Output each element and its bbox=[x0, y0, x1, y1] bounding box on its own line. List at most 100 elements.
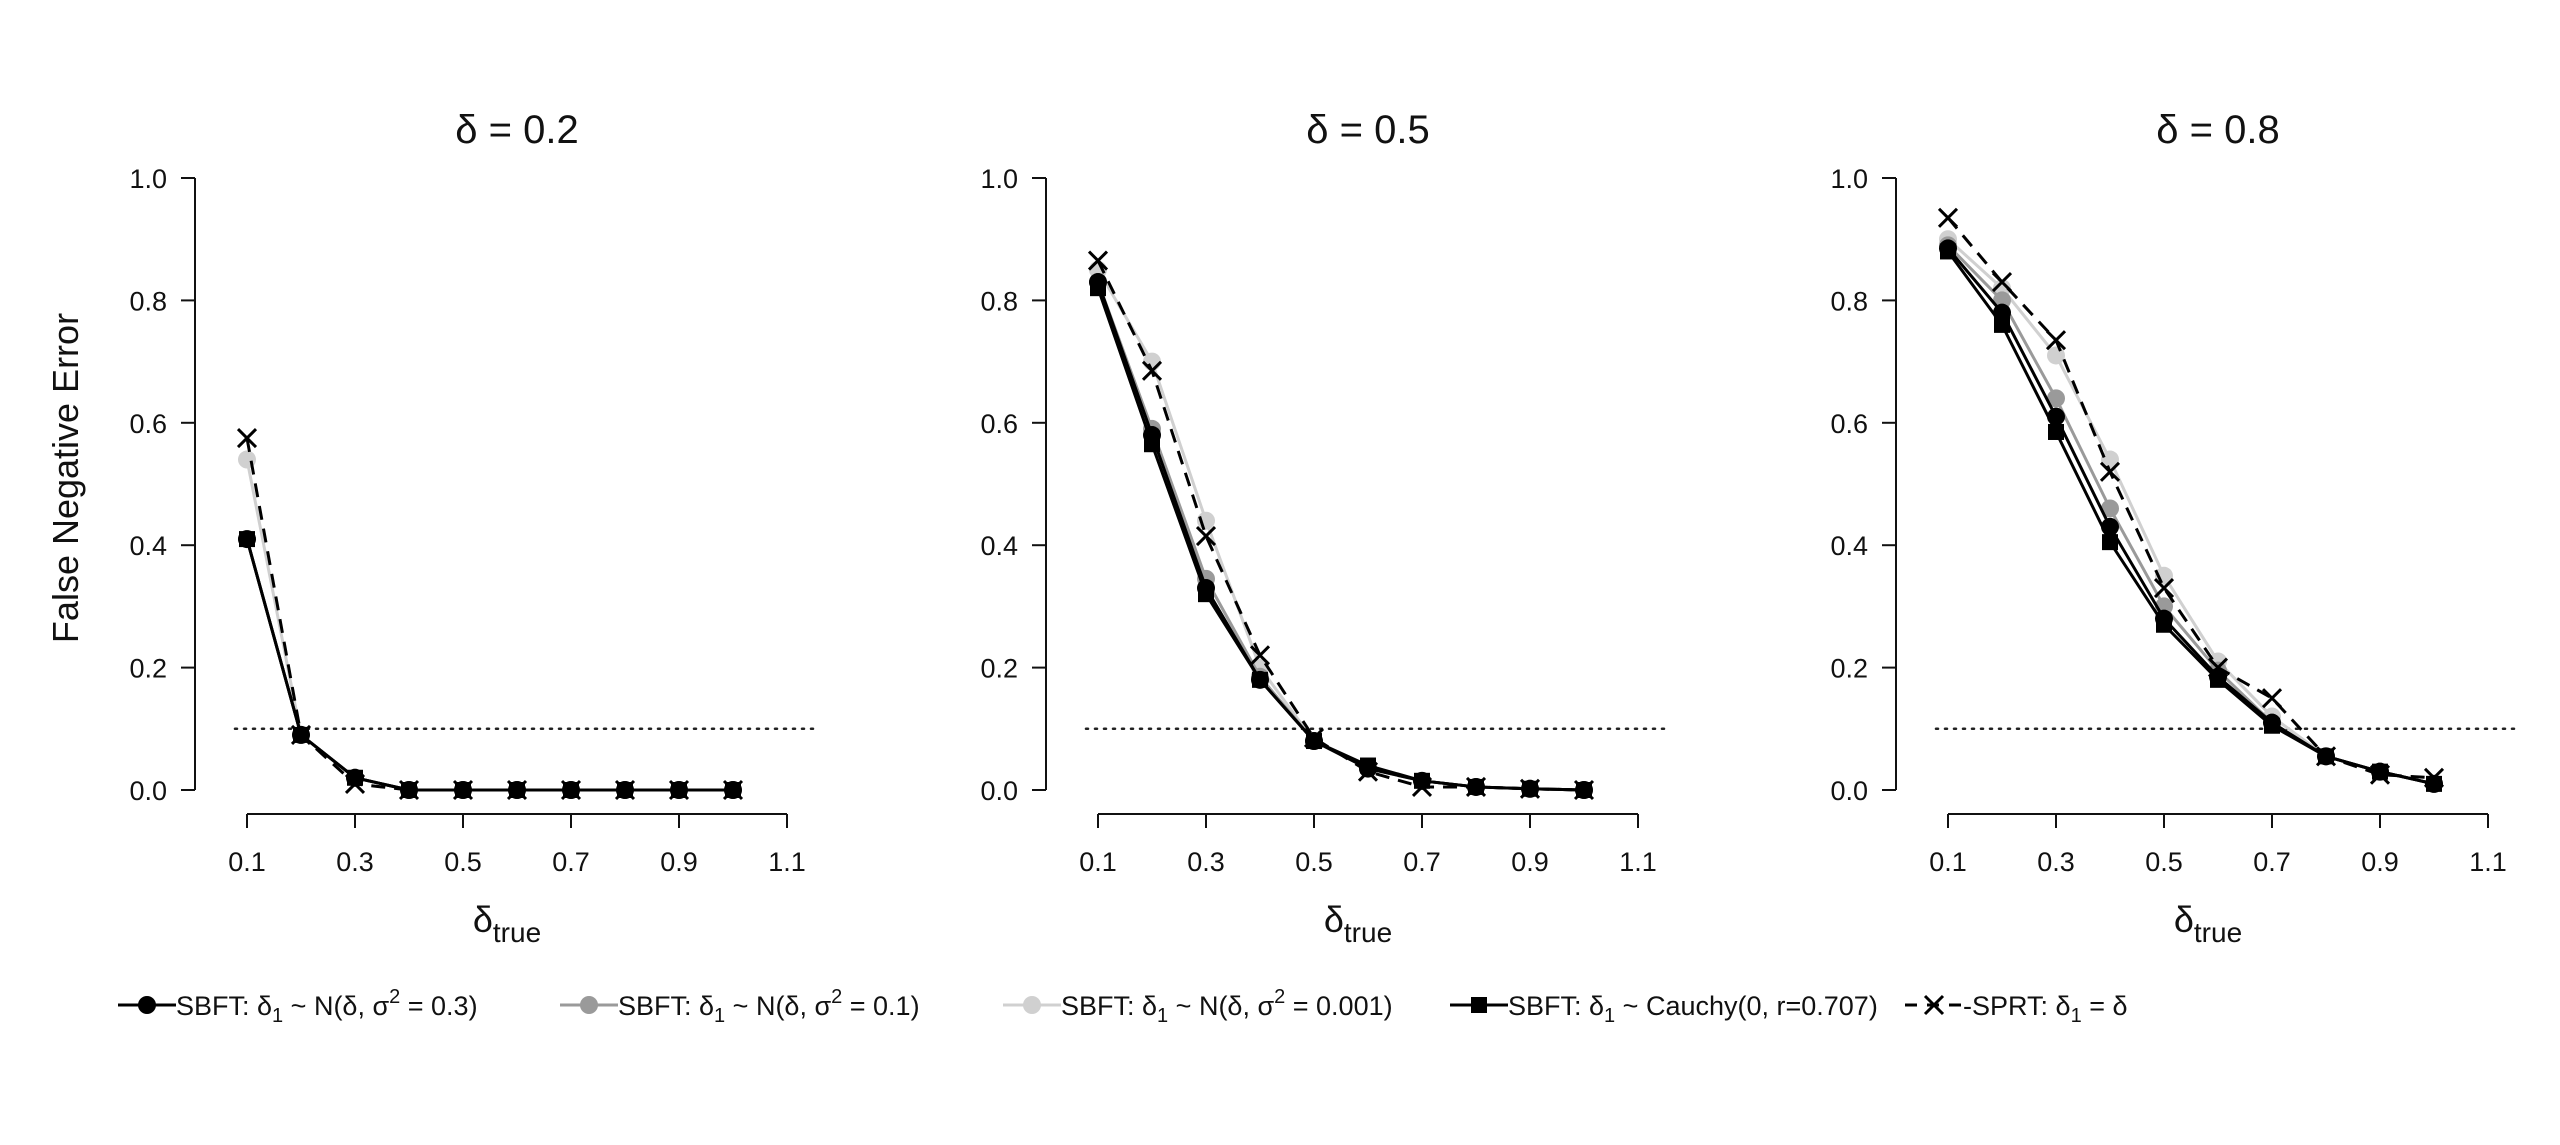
chart-panel-2: δ = 0.5 0.0 0.2 0.4 0.6 0.8 1.0 0.1 0.3 0.5 0.7 0.9… bbox=[980, 108, 1670, 948]
series-cauchy bbox=[239, 531, 741, 798]
data-point bbox=[506, 779, 528, 801]
x-tick-label: 0.1 bbox=[1079, 847, 1117, 877]
panel-title: δ = 0.2 bbox=[455, 108, 578, 152]
x-tick-label: 0.9 bbox=[1511, 847, 1549, 877]
y-tick-label: 0.6 bbox=[129, 409, 167, 439]
x-tick-label: 0.7 bbox=[552, 847, 590, 877]
chart-panel-3: δ = 0.8 0.0 0.2 0.4 0.6 0.8 1.0 0.1 0.3 0.5 0.7 0.9… bbox=[1830, 108, 2520, 948]
legend-marker bbox=[138, 996, 156, 1014]
series-normal_0.3 bbox=[1089, 273, 1593, 799]
panel-title: δ = 0.8 bbox=[2156, 108, 2279, 152]
data-point bbox=[2264, 717, 2280, 734]
data-point bbox=[2153, 577, 2175, 599]
chart-panels: δ = 0.2 0.0 0.2 0.4 0.6 0.8 1.0 0.1 0.3 0.5 0.7 0.9… bbox=[129, 108, 2520, 948]
x-tick-label: 1.1 bbox=[768, 847, 806, 877]
series-line bbox=[1946, 250, 2435, 786]
series-line bbox=[1096, 287, 1585, 792]
data-point bbox=[1141, 360, 1163, 381]
y-tick-label: 0.2 bbox=[129, 654, 167, 684]
series-sprt bbox=[1087, 250, 1595, 801]
legend-marker bbox=[1471, 997, 1487, 1013]
series-cauchy bbox=[1090, 280, 1592, 798]
data-point bbox=[1252, 671, 1268, 688]
data-point bbox=[2101, 499, 2119, 518]
series-line bbox=[245, 437, 733, 792]
legend-item-normal_0.001: SBFT: δ1 ~ N(δ, σ2 = 0.001) bbox=[1003, 986, 1393, 1027]
series-normal_0.3 bbox=[238, 530, 742, 799]
y-tick-label: 0.4 bbox=[129, 531, 167, 561]
x-tick-label: 0.7 bbox=[1403, 847, 1441, 877]
y-tick-label: 0.6 bbox=[1830, 409, 1868, 439]
y-tick-label: 0.4 bbox=[980, 531, 1018, 561]
data-point bbox=[398, 779, 420, 801]
data-point bbox=[1087, 250, 1109, 271]
x-tick-label: 0.1 bbox=[228, 847, 266, 877]
x-axis-label: δtrue bbox=[473, 899, 541, 948]
data-point bbox=[2261, 688, 2283, 709]
legend-label: SBFT: δ1 ~ N(δ, σ2 = 0.3) bbox=[176, 986, 478, 1027]
legend-item-sprt: -SPRT: δ1 = δ bbox=[1905, 991, 2128, 1027]
x-tick-label: 1.1 bbox=[2469, 847, 2507, 877]
series-normal_0.1 bbox=[1089, 273, 1593, 799]
x-tick-label: 0.3 bbox=[336, 847, 374, 877]
data-point bbox=[2369, 764, 2391, 785]
legend-item-normal_0.3: SBFT: δ1 ~ N(δ, σ2 = 0.3) bbox=[118, 986, 478, 1027]
data-point bbox=[236, 428, 258, 449]
series-line bbox=[1946, 216, 2435, 780]
series-line bbox=[1096, 269, 1585, 792]
y-tick-label: 0.0 bbox=[1830, 776, 1868, 806]
data-point bbox=[239, 531, 255, 548]
data-point bbox=[290, 724, 312, 745]
data-point bbox=[1573, 779, 1595, 801]
legend: SBFT: δ1 ~ N(δ, σ2 = 0.3) SBFT: δ1 ~ N(δ,… bbox=[118, 986, 2128, 1027]
x-axis-label: δtrue bbox=[2174, 899, 2242, 948]
data-point bbox=[2047, 346, 2065, 365]
y-axis-label: False Negative Error bbox=[45, 313, 86, 643]
data-point bbox=[2207, 657, 2229, 678]
data-point bbox=[1090, 280, 1106, 297]
data-point bbox=[668, 779, 690, 801]
y-tick-label: 0.2 bbox=[980, 654, 1018, 684]
x-tick-label: 0.5 bbox=[444, 847, 482, 877]
series-normal_0.001 bbox=[1089, 260, 1593, 799]
data-point bbox=[614, 779, 636, 801]
data-point bbox=[1303, 727, 1325, 749]
legend-marker bbox=[1023, 996, 1041, 1014]
series-line bbox=[1096, 259, 1585, 792]
series-line bbox=[1096, 281, 1585, 792]
legend-marker bbox=[580, 996, 598, 1014]
x-tick-label: 0.1 bbox=[1929, 847, 1967, 877]
data-point bbox=[2045, 330, 2067, 351]
data-point bbox=[1306, 733, 1322, 750]
data-point bbox=[1937, 207, 1959, 228]
y-tick-label: 1.0 bbox=[129, 164, 167, 194]
data-point bbox=[1465, 776, 1487, 798]
x-tick-label: 0.3 bbox=[1187, 847, 1225, 877]
x-tick-label: 0.3 bbox=[2037, 847, 2075, 877]
x-axis-label: δtrue bbox=[1324, 899, 1392, 948]
data-point bbox=[1249, 645, 1271, 666]
series-normal_0.1 bbox=[238, 530, 742, 799]
data-point bbox=[2210, 671, 2226, 688]
data-point bbox=[1411, 776, 1433, 798]
data-point bbox=[2156, 616, 2172, 633]
data-point bbox=[1198, 586, 1214, 603]
legend-label: -SPRT: δ1 = δ bbox=[1963, 991, 2128, 1027]
x-tick-label: 0.5 bbox=[2145, 847, 2183, 877]
x-tick-label: 1.1 bbox=[1619, 847, 1657, 877]
data-point bbox=[1519, 778, 1541, 799]
data-point bbox=[2423, 767, 2445, 788]
panel-title: δ = 0.5 bbox=[1306, 108, 1429, 152]
legend-label: SBFT: δ1 ~ N(δ, σ2 = 0.1) bbox=[618, 986, 920, 1027]
series-sprt bbox=[236, 428, 744, 801]
series-line bbox=[1096, 281, 1585, 792]
legend-marker bbox=[1923, 994, 1945, 1016]
y-tick-label: 0.0 bbox=[129, 776, 167, 806]
y-tick-label: 0.6 bbox=[980, 409, 1018, 439]
y-tick-label: 1.0 bbox=[980, 164, 1018, 194]
x-tick-label: 0.7 bbox=[2253, 847, 2291, 877]
data-point bbox=[1195, 525, 1217, 547]
data-point bbox=[2102, 534, 2118, 551]
legend-label: SBFT: δ1 ~ Cauchy(0, r=0.707) bbox=[1508, 991, 1878, 1027]
